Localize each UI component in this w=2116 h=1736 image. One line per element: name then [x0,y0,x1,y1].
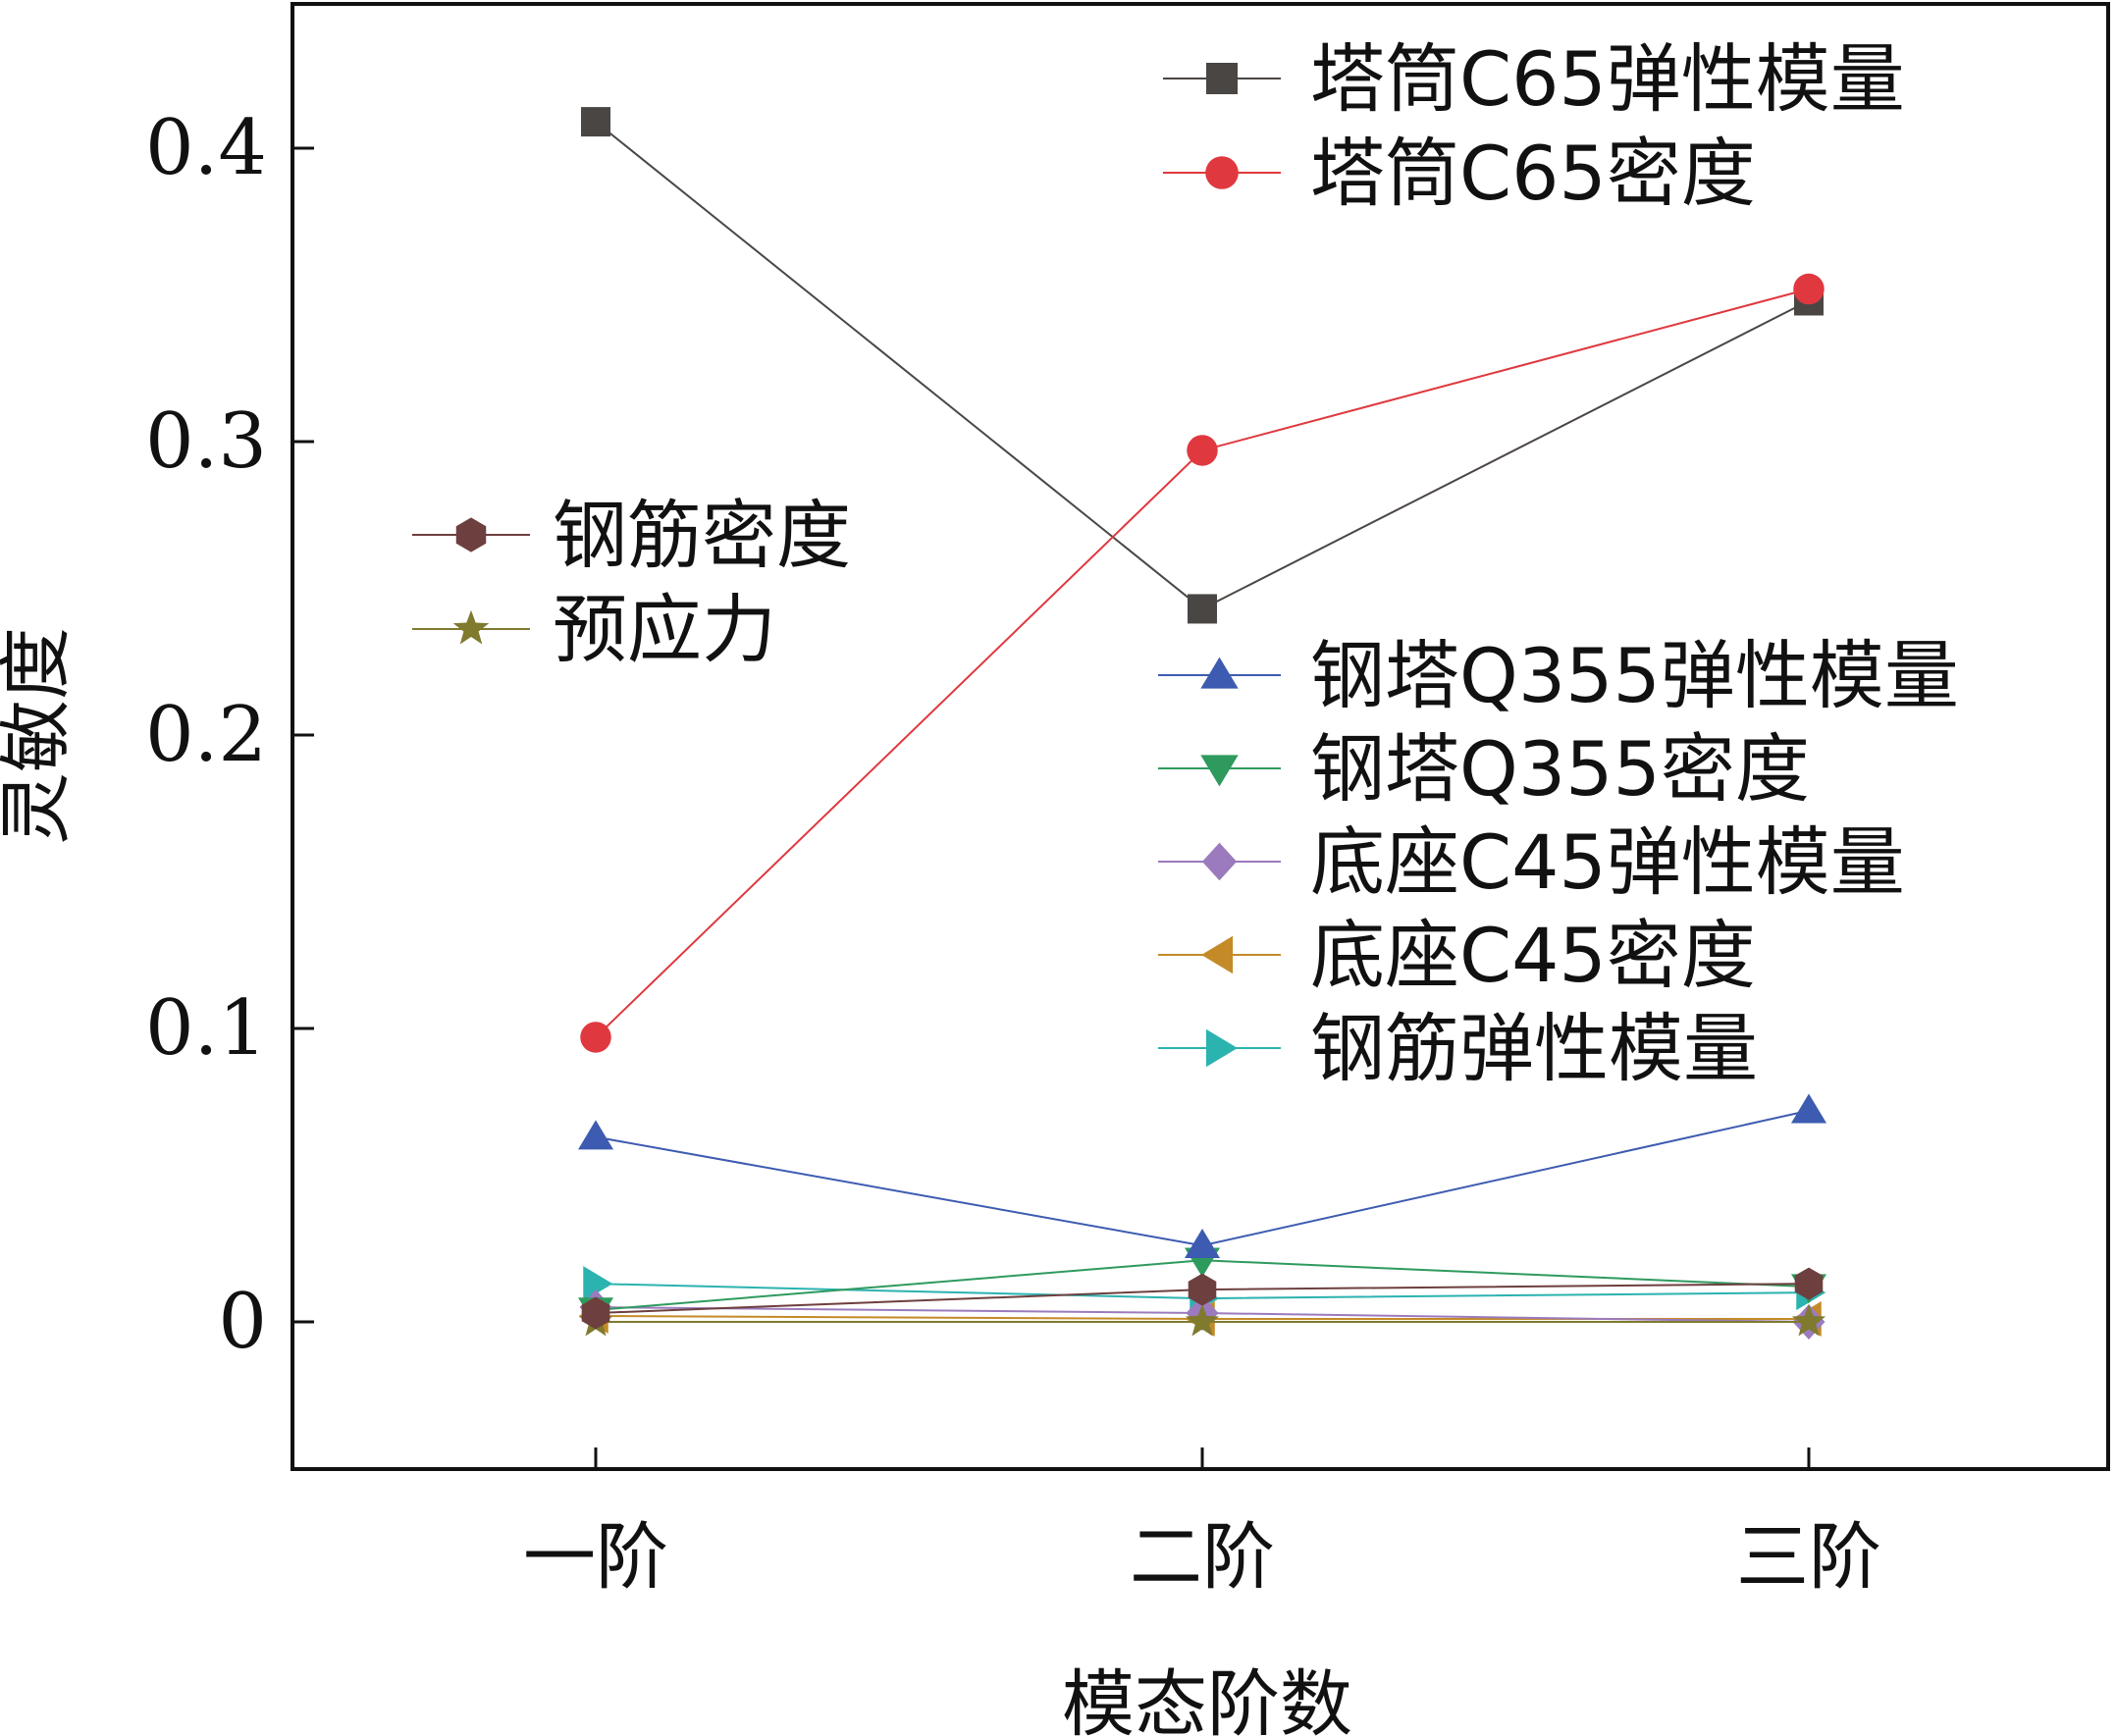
legend-layer: 塔筒C65弹性模量塔筒C65密度钢筋密度预应力钢塔Q355弹性模量钢塔Q355密… [412,35,1959,1092]
legend-label: 塔筒C65密度 [1310,130,1756,217]
legend-item: 钢筋密度 [412,492,851,579]
legend-label: 塔筒C65弹性模量 [1310,35,1905,123]
y-tick-label: 0 [218,1278,267,1366]
series-3 [581,1267,1824,1330]
legend-item: 钢塔Q355弹性模量 [1158,632,1959,719]
plot-frame [291,2,2110,1471]
legend-marker [455,517,487,552]
y-axis: 0 0.1 0.2 0.3 0.4 [145,104,314,1366]
data-point [583,1266,613,1302]
data-point [581,1296,610,1330]
legend-item: 底座C45密度 [1158,912,1756,999]
data-point [1791,1093,1826,1124]
data-point [1187,435,1218,466]
legend-label: 钢塔Q355弹性模量 [1310,632,1959,719]
series-5 [578,1093,1826,1259]
legend-item: 钢筋弹性模量 [1158,1005,1758,1092]
data-point [580,1022,611,1053]
legend-item: 塔筒C65弹性模量 [1163,35,1905,123]
legend-marker [452,609,490,645]
legend-marker [1205,156,1239,189]
x-tick-label: 二阶 [1130,1515,1275,1600]
legend-item: 钢塔Q355密度 [1158,725,1810,813]
x-axis-label: 模态阶数 [1062,1662,1352,1736]
data-point [578,1120,613,1150]
data-point [1185,1304,1220,1337]
legend-marker [1206,63,1238,94]
legend-label: 底座C45密度 [1310,912,1756,999]
data-point [1185,1229,1220,1259]
data-point [1188,594,1217,624]
y-tick-label: 0.4 [145,104,267,192]
legend-label: 钢筋弹性模量 [1310,1005,1758,1092]
y-tick-label: 0.3 [145,397,267,486]
legend-marker [1205,1028,1238,1068]
y-tick-label: 0.2 [145,691,267,779]
legend-marker [1200,657,1239,689]
y-axis-label: 灵敏度 [0,627,79,845]
legend-label: 钢塔Q355密度 [1310,725,1810,813]
legend-marker [1200,755,1239,787]
data-point [1793,273,1825,305]
x-tick-label: 一阶 [523,1515,668,1600]
y-tick-label: 0.1 [145,984,267,1073]
series-layer [578,107,1826,1340]
x-axis: 一阶 二阶 三阶 [523,1447,1881,1600]
legend-marker [1201,935,1234,974]
legend-marker [1201,842,1238,881]
data-point [1794,1267,1824,1300]
x-tick-label: 三阶 [1736,1515,1881,1600]
data-point [581,107,610,137]
legend-item: 塔筒C65密度 [1163,130,1756,217]
data-point [1791,1304,1826,1337]
data-point [1188,1273,1217,1306]
legend-label: 底座C45弹性模量 [1310,818,1905,906]
legend-item: 底座C45弹性模量 [1158,818,1905,906]
legend-label: 钢筋密度 [553,492,851,579]
legend-label: 预应力 [553,586,776,673]
series-2 [580,273,1825,1053]
legend-item: 预应力 [412,586,776,673]
